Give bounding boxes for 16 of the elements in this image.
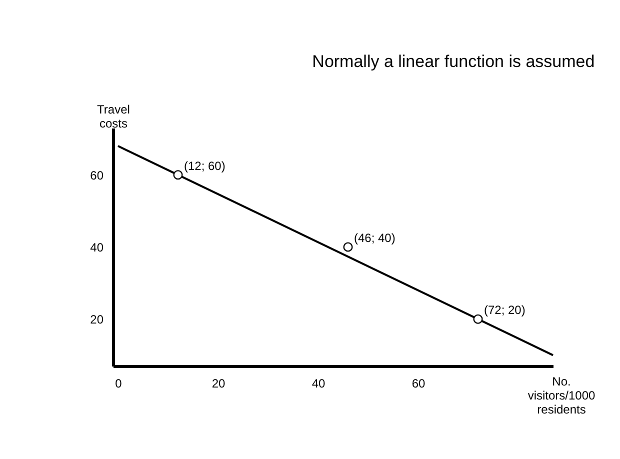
y-tick-label: 60 xyxy=(90,168,104,182)
data-label: (72; 20) xyxy=(484,303,526,318)
y-tick-label: 20 xyxy=(90,312,104,327)
data-label: (12; 60) xyxy=(184,158,226,173)
point xyxy=(173,170,183,180)
data-label: (46; 40) xyxy=(354,231,396,245)
y-axis-title: Travel costs xyxy=(97,102,130,130)
x-tick-label: 20 xyxy=(212,376,226,390)
x-tick-label: 40 xyxy=(312,376,326,390)
point xyxy=(343,242,353,252)
chart-title: Normally a linear function is assumed xyxy=(312,52,595,71)
y-tick-label: 40 xyxy=(90,240,104,254)
x-tick-label: 60 xyxy=(412,376,426,390)
x-tick-label: 0 xyxy=(115,376,122,390)
x-axis-title: No. visitors/1000 residents xyxy=(528,374,596,416)
point xyxy=(473,314,483,324)
